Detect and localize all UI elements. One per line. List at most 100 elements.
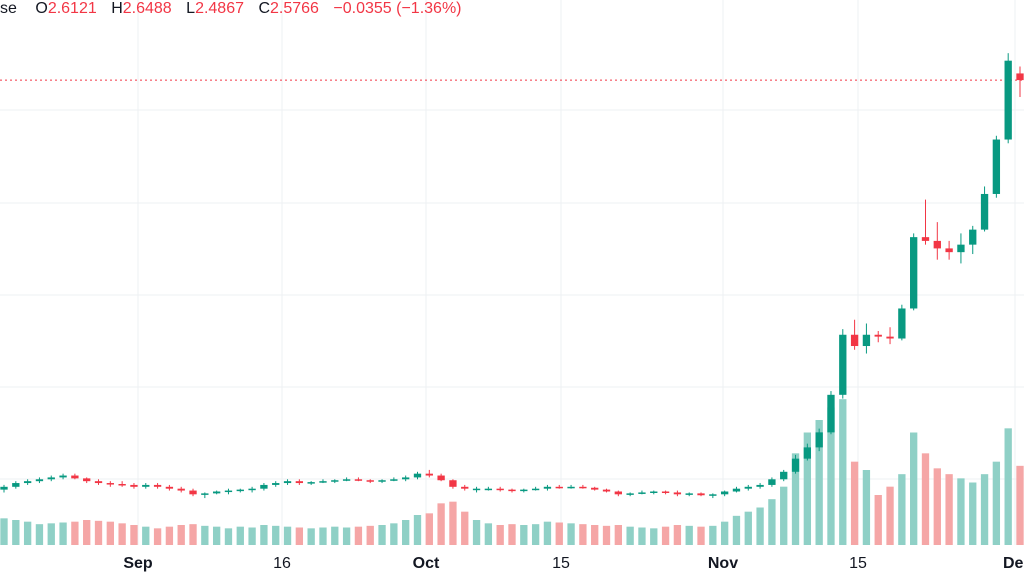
candle-body [520, 489, 528, 492]
volume-bar [685, 525, 693, 545]
volume-bar [591, 525, 599, 545]
candle-body [685, 493, 693, 495]
candle-body [331, 480, 339, 482]
candle-body [496, 488, 504, 491]
candle-body [354, 479, 363, 481]
volume-bar [437, 503, 445, 545]
open-label: O [35, 0, 48, 17]
candle-body [94, 481, 103, 484]
volume-bar [945, 474, 953, 545]
volume-bar [661, 526, 670, 545]
candle-body [945, 248, 953, 253]
candle-body [295, 481, 304, 484]
volume-bar [319, 527, 327, 545]
low-value: 2.4867 [195, 0, 244, 17]
candle-body [59, 475, 67, 478]
open-value: 2.6121 [47, 0, 97, 17]
candle-body [531, 488, 540, 491]
candle-body [142, 484, 150, 487]
volume-bar [177, 525, 185, 545]
volume-bar [472, 520, 481, 545]
candle-body [378, 480, 386, 482]
volume-bar [768, 499, 776, 545]
volume-bar [555, 522, 563, 545]
volume-bar [425, 513, 433, 545]
candle-body [579, 486, 587, 489]
candle-body [768, 479, 776, 485]
volume-bar [461, 511, 469, 545]
volume-bar [142, 526, 150, 545]
volume-bar [862, 470, 871, 545]
volume-bar [118, 523, 126, 545]
candle-body [650, 491, 658, 493]
candle-body [791, 458, 800, 472]
volume-bar [94, 520, 103, 545]
volume-bar [0, 518, 8, 545]
candle-body [484, 488, 493, 491]
volume-bar [212, 526, 221, 545]
candle-body [508, 489, 516, 492]
x-axis-tick-label: Nov [708, 555, 738, 572]
candle-body [130, 484, 138, 487]
x-axis-tick-label: Oct [413, 555, 440, 572]
candle-body [638, 492, 646, 494]
candle-body [815, 432, 823, 448]
low-label: L [186, 0, 196, 17]
candle-body [933, 240, 941, 249]
volume-bar [933, 468, 941, 545]
candle-body [744, 486, 752, 489]
volume-bar [969, 482, 977, 545]
volume-bar [248, 527, 256, 545]
candle-body [0, 486, 8, 490]
candle-body [12, 483, 20, 487]
volume-bar [850, 461, 859, 545]
candle-body [35, 479, 44, 482]
candle-body [248, 488, 256, 491]
candle-body [780, 471, 788, 480]
candle-body [910, 237, 918, 309]
candle-body [602, 489, 611, 492]
candle-body [437, 475, 445, 481]
volume-bar [910, 432, 918, 545]
volume-bar [520, 525, 528, 545]
candle-body [236, 489, 244, 492]
candle-body [697, 493, 705, 496]
candle-body [201, 493, 209, 495]
high-label: H [111, 0, 123, 17]
volume-bar [130, 525, 138, 545]
volume-bar [709, 525, 717, 545]
volume-bar [307, 528, 315, 545]
candle-body [543, 486, 552, 489]
candle-body [957, 244, 965, 253]
candle-body [626, 493, 634, 495]
volume-bar [744, 511, 752, 545]
volume-bar [803, 432, 812, 545]
volume-bar [189, 524, 197, 545]
volume-bar [59, 522, 67, 545]
close-value: 2.5766 [270, 0, 319, 17]
volume-bar [366, 525, 374, 545]
candle-body [921, 237, 930, 241]
candle-body [366, 480, 374, 482]
candle-body [153, 484, 162, 487]
candle-body [189, 490, 197, 495]
volume-bar [47, 523, 55, 545]
volume-bar [980, 474, 989, 545]
candle-body [212, 491, 221, 494]
volume-bar [921, 453, 930, 545]
candle-body [106, 483, 114, 485]
x-axis-tick-label: Dec [1003, 555, 1024, 572]
candle-body [661, 491, 670, 493]
volume-bar [295, 527, 304, 545]
volume-bar [496, 525, 504, 545]
volume-bar [1016, 465, 1024, 545]
volume-bar [402, 520, 410, 545]
volume-bar [484, 523, 493, 545]
candle-body [283, 481, 292, 484]
volume-bar [673, 525, 682, 545]
close-label: C [258, 0, 271, 17]
volume-bar [342, 527, 351, 545]
candle-body [673, 492, 682, 495]
